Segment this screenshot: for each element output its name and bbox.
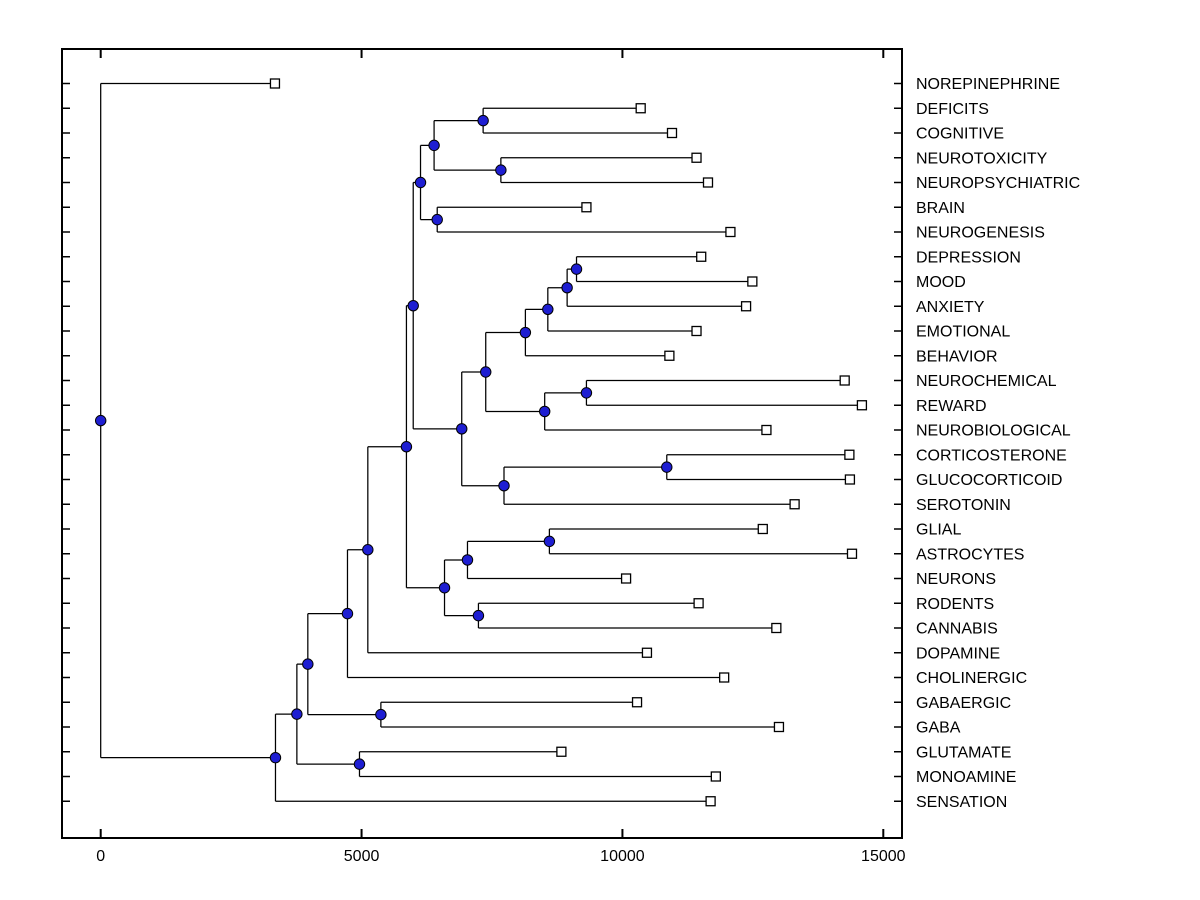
leaf-label-dopamine: DOPAMINE [916, 645, 1000, 662]
branch-node-marker-t1[interactable] [580, 387, 593, 399]
leaf-marker-corticosterone[interactable] [844, 449, 855, 460]
branch-node-marker-s3[interactable] [542, 303, 554, 316]
leaf-label-anxiety: ANXIETY [916, 299, 985, 316]
branch-node-marker-nJ[interactable] [353, 758, 366, 770]
leaf-marker-brain[interactable] [581, 202, 592, 213]
branch-node-marker-s5[interactable] [480, 366, 492, 378]
leaf-marker-glial[interactable] [757, 523, 768, 535]
leaf-marker-gaba[interactable] [773, 721, 785, 733]
x-tick-label: 5000 [344, 848, 380, 865]
branch-node-marker-nB[interactable] [428, 139, 440, 152]
branch-node-marker-nM[interactable] [362, 544, 374, 556]
leaf-marker-norepinephrine[interactable] [269, 78, 281, 89]
branch-node-marker-nA[interactable] [477, 114, 489, 127]
leaf-marker-neurobiological[interactable] [761, 424, 772, 436]
leaf-label-neurochemical: NEUROCHEMICAL [916, 373, 1057, 390]
leaf-label-deficits: DEFICITS [916, 101, 989, 118]
x-tick-label: 0 [96, 848, 105, 865]
leaf-label-neurons: NEURONS [916, 571, 996, 588]
branch-node-marker-nH[interactable] [269, 751, 282, 764]
branch-node-marker-nI[interactable] [291, 708, 303, 720]
branch-node-marker-nD[interactable] [414, 176, 427, 189]
leaf-label-mood: MOOD [916, 274, 966, 291]
branch-node-marker-r1[interactable] [472, 609, 485, 622]
leaf-label-behavior: BEHAVIOR [916, 348, 998, 365]
leaf-marker-sensation[interactable] [705, 796, 716, 807]
leaf-label-serotonin: SEROTONIN [916, 497, 1011, 514]
branch-node-marker-s1[interactable] [570, 263, 583, 275]
leaf-label-glucocorticoid: GLUCOCORTICOID [916, 472, 1062, 489]
leaf-marker-behavior[interactable] [664, 350, 675, 361]
branch-node-marker-nP[interactable] [407, 299, 419, 312]
branch-node-marker-g3[interactable] [438, 582, 451, 594]
leaf-marker-neurogenesis[interactable] [725, 226, 736, 238]
leaf-label-cholinergic: CHOLINERGIC [916, 670, 1027, 687]
leaf-marker-serotonin[interactable] [789, 499, 800, 510]
leaf-marker-depression[interactable] [696, 251, 707, 262]
leaf-label-gabaergic: GABAERGIC [916, 695, 1011, 712]
leaf-marker-monoamine[interactable] [710, 771, 721, 782]
leaf-label-cannabis: CANNABIS [916, 621, 998, 638]
leaf-marker-astrocytes[interactable] [846, 548, 858, 559]
leaf-label-brain: BRAIN [916, 200, 965, 217]
leaf-label-emotional: EMOTIONAL [916, 324, 1010, 341]
leaf-label-neurogenesis: NEUROGENESIS [916, 225, 1045, 242]
leaf-label-neuropsychiatric: NEUROPSYCHIATRIC [916, 175, 1080, 192]
leaf-label-corticosterone: CORTICOSTERONE [916, 447, 1067, 464]
leaf-marker-neurotoxicity[interactable] [691, 152, 702, 163]
branch-node-marker-nG[interactable] [302, 658, 314, 670]
leaf-label-glutamate: GLUTAMATE [916, 744, 1011, 761]
branch-node-marker-g2[interactable] [461, 554, 474, 566]
leaf-label-rodents: RODENTS [916, 596, 994, 613]
leaf-label-glial: GLIAL [916, 522, 961, 539]
leaf-marker-cognitive[interactable] [666, 127, 678, 139]
leaf-marker-mood[interactable] [747, 276, 758, 287]
leaf-marker-cholinergic[interactable] [719, 672, 730, 683]
branch-node-marker-nL[interactable] [375, 708, 387, 721]
branch-node-marker-nC[interactable] [495, 164, 507, 176]
leaf-label-sensation: SENSATION [916, 794, 1007, 811]
leaf-label-gaba: GABA [916, 720, 961, 737]
branch-node-marker-nE[interactable] [431, 213, 443, 226]
leaf-label-monoamine: MONOAMINE [916, 769, 1016, 786]
leaf-marker-emotional[interactable] [691, 325, 702, 337]
branch-node-marker-nN[interactable] [400, 441, 413, 453]
leaf-marker-dopamine[interactable] [641, 647, 653, 658]
leaf-label-neurobiological: NEUROBIOLOGICAL [916, 423, 1071, 440]
leaf-marker-deficits[interactable] [635, 103, 646, 114]
x-tick-label: 10000 [600, 848, 645, 865]
leaf-marker-neurons[interactable] [620, 573, 632, 584]
leaf-marker-rodents[interactable] [693, 598, 704, 609]
plot-border [61, 48, 903, 839]
branch-node-marker-nW[interactable] [456, 423, 468, 435]
leaf-label-cognitive: COGNITIVE [916, 126, 1004, 143]
leaf-marker-reward[interactable] [856, 400, 868, 411]
leaf-label-neurotoxicity: NEUROTOXICITY [916, 150, 1048, 167]
leaf-label-depression: DEPRESSION [916, 249, 1021, 266]
leaf-label-astrocytes: ASTROCYTES [916, 546, 1024, 563]
x-tick-label: 15000 [861, 848, 906, 865]
branch-node-marker-s4[interactable] [519, 326, 532, 339]
branch-node-marker-nK[interactable] [341, 607, 354, 620]
branch-node-marker-nO[interactable] [498, 479, 510, 492]
leaf-marker-gabaergic[interactable] [631, 697, 643, 708]
leaf-marker-neurochemical[interactable] [839, 375, 850, 386]
branch-node-marker-s6[interactable] [538, 405, 551, 418]
leaf-marker-anxiety[interactable] [740, 301, 752, 312]
branch-node-marker-root[interactable] [95, 414, 107, 427]
leaf-marker-glucocorticoid[interactable] [844, 474, 856, 485]
leaf-marker-glutamate[interactable] [556, 746, 567, 757]
branch-node-marker-g1[interactable] [543, 535, 556, 548]
leaf-label-norepinephrine: NOREPINEPHRINE [916, 76, 1060, 93]
leaf-label-reward: REWARD [916, 398, 987, 415]
leaf-marker-neuropsychiatric[interactable] [702, 177, 714, 188]
branch-node-marker-s2[interactable] [561, 281, 573, 294]
branch-node-marker-t2[interactable] [661, 461, 673, 473]
leaf-marker-cannabis[interactable] [771, 622, 782, 634]
